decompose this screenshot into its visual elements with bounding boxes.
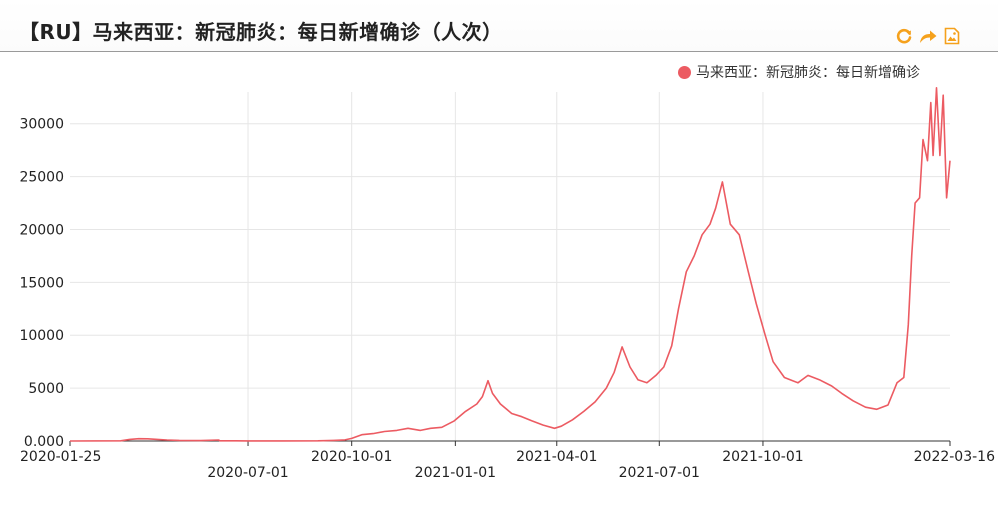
- y-tick-label: 15000: [19, 275, 64, 291]
- grid: [70, 92, 950, 441]
- toolbox: [894, 26, 962, 46]
- legend-marker: [678, 65, 691, 79]
- save-image-icon[interactable]: [942, 26, 962, 46]
- x-tick-label: 2021-01-01: [415, 465, 496, 481]
- x-tick-label: 2022-03-16: [914, 449, 995, 465]
- x-tick-label: 2021-07-01: [619, 465, 700, 481]
- x-tick-label: 2021-10-01: [722, 449, 803, 465]
- x-tick-label: 2020-07-01: [207, 465, 288, 481]
- x-tick-label: 2020-01-25: [20, 449, 101, 465]
- legend-label: 马来西亚：新冠肺炎：每日新增确诊: [696, 65, 920, 81]
- series-line[interactable]: [69, 87, 951, 442]
- axes: 0.000 5000 10000 15000 20000 25000 30000 2020-0…: [19, 117, 995, 481]
- x-tick-label: 2021-04-01: [516, 449, 597, 465]
- y-tick-label: 0.000: [24, 434, 64, 450]
- series-layer: [69, 87, 951, 442]
- title-bar: 【RU】马来西亚：新冠肺炎：每日新增确诊（人次）: [0, 0, 998, 52]
- x-tick-label: 2020-10-01: [311, 449, 392, 465]
- y-tick-label: 20000: [19, 222, 64, 238]
- y-tick-label: 25000: [19, 170, 64, 186]
- y-tick-label: 10000: [19, 328, 64, 344]
- y-tick-label: 30000: [19, 117, 64, 133]
- chart-title: 【RU】马来西亚：新冠肺炎：每日新增确诊（人次）: [19, 20, 503, 44]
- refresh-icon[interactable]: [894, 26, 914, 46]
- share-icon[interactable]: [918, 26, 938, 46]
- legend[interactable]: 马来西亚：新冠肺炎：每日新增确诊: [678, 62, 920, 82]
- y-tick-label: 5000: [28, 381, 64, 397]
